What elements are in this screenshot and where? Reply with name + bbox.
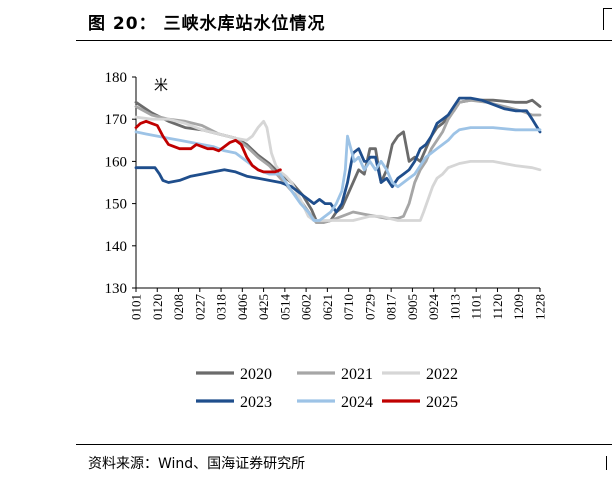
x-tick-label: 1120	[490, 294, 505, 320]
legend-label-2023: 2023	[240, 394, 272, 411]
x-tick-label: 0514	[277, 294, 292, 321]
series-line-2024	[134, 126, 542, 222]
x-tick-label: 0227	[192, 294, 207, 321]
y-tick-label: 180	[105, 70, 128, 86]
y-tick-label: 170	[105, 112, 128, 128]
x-tick-label: 0101	[129, 294, 144, 320]
x-tick-label: 0710	[341, 294, 356, 320]
bottom-rule	[76, 444, 612, 445]
x-tick-label: 1101	[469, 294, 484, 320]
x-tick-label: 0318	[214, 294, 229, 320]
source-note: 资料来源：Wind、国海证券研究所	[88, 456, 306, 472]
y-tick-label: 150	[105, 197, 128, 213]
legend-label-2025: 2025	[426, 394, 458, 411]
x-tick-label: 0621	[320, 294, 335, 320]
x-tick-label: 0905	[405, 294, 420, 320]
x-tick-label: 0602	[299, 294, 314, 320]
x-tick-label: 0406	[235, 294, 250, 321]
x-tick-label: 1228	[533, 294, 548, 320]
x-tick-label: 0729	[362, 294, 377, 320]
legend-label-2020: 2020	[240, 366, 272, 383]
series-line-2022	[134, 115, 542, 222]
x-tick-label: 0924	[426, 294, 441, 321]
y-tick-label: 160	[105, 154, 128, 170]
legend-label-2024: 2024	[341, 394, 373, 411]
chart-axes: 130 140 150 160 170 180 0101 0120 0208 0227 0318 04…	[105, 70, 548, 320]
x-tick-label: 0208	[171, 294, 186, 320]
x-tick-label: 0425	[256, 294, 271, 320]
y-unit-label: 米	[154, 78, 168, 94]
legend-label-2021: 2021	[341, 366, 373, 383]
chart-series-lines	[134, 96, 542, 224]
series-line-2025	[134, 119, 282, 174]
page-corner-mark	[603, 8, 612, 30]
x-tick-label: 0817	[384, 294, 399, 321]
x-tick-label: 1013	[447, 294, 462, 320]
top-rule	[76, 40, 612, 41]
x-tick-label: 0120	[150, 294, 165, 320]
legend-label-2022: 2022	[426, 366, 458, 383]
chart-legend: 2020 2021 2022 2023 2024 2025	[196, 366, 458, 411]
figure-title: 图 20： 三峡水库站水位情况	[88, 14, 326, 34]
x-tick-label: 1209	[511, 294, 526, 320]
page-corner-mark-bottom	[606, 456, 612, 470]
series-line-2023	[134, 96, 542, 214]
y-tick-label: 130	[105, 281, 128, 297]
y-tick-label: 140	[105, 239, 128, 255]
